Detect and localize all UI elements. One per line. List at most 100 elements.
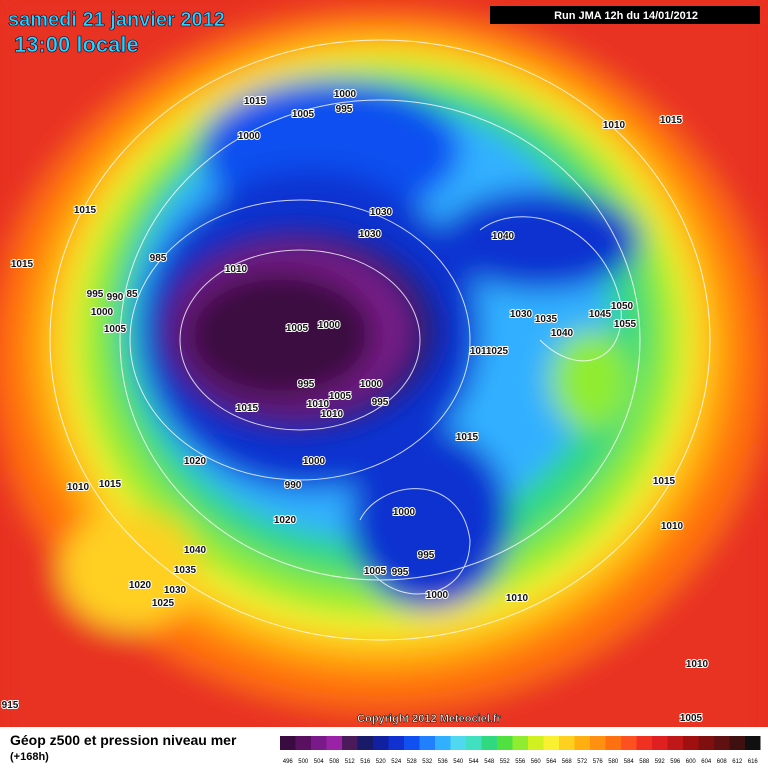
colorbar-label: 596	[670, 759, 681, 765]
isobar-label: 1000	[238, 131, 261, 142]
colorbar-swatch	[326, 736, 342, 750]
isobar-label: 1005	[680, 713, 703, 724]
colorbar-swatch	[652, 736, 668, 750]
colorbar-label: 496	[283, 759, 294, 765]
colorbar-swatch	[435, 736, 451, 750]
colorbar-swatch	[528, 736, 544, 750]
colorbar-label: 584	[624, 759, 635, 765]
colorbar-swatch	[404, 736, 420, 750]
colorbar-swatch	[512, 736, 528, 750]
colorbar-label: 612	[732, 759, 743, 765]
colorbar-swatch	[636, 736, 652, 750]
colorbar-label: 616	[748, 759, 759, 765]
colorbar-label: 560	[531, 759, 542, 765]
isobar-label: 1000	[318, 320, 341, 331]
isobar-label: 1005	[292, 109, 315, 120]
isobar-label: 1015	[653, 476, 676, 487]
isobar-label: 1020	[274, 515, 297, 526]
colorbar-swatch	[621, 736, 637, 750]
colorbar-label: 576	[593, 759, 604, 765]
footer-title: Géop z500 et pression niveau mer	[10, 732, 237, 748]
isobar-label: 1035	[535, 314, 558, 325]
colorbar-swatch	[497, 736, 513, 750]
isobar-label: 1015	[244, 96, 267, 107]
colorbar-label: 588	[639, 759, 650, 765]
colorbar-label: 556	[515, 759, 526, 765]
isobar-label: 1000	[334, 89, 357, 100]
colorbar-label: 504	[314, 759, 325, 765]
colorbar-swatch	[280, 736, 296, 750]
colorbar-swatch	[419, 736, 435, 750]
colorbar-label: 600	[686, 759, 697, 765]
colorbar-swatch	[466, 736, 482, 750]
colorbar-label: 528	[407, 759, 418, 765]
colorbar-label: 500	[298, 759, 309, 765]
colorbar-swatch	[590, 736, 606, 750]
isobar-label: 1020	[129, 580, 152, 591]
isobar-lines	[49, 39, 711, 641]
isobar-label: 1020	[184, 456, 207, 467]
isobar-label: 1015	[11, 259, 34, 270]
run-box	[490, 6, 760, 24]
colorbar-swatch	[373, 736, 389, 750]
isobar-label: 1010	[603, 120, 626, 131]
isobar-label: 1005	[364, 566, 387, 577]
isobar-label: 995	[418, 550, 435, 561]
colorbar-label: 608	[717, 759, 728, 765]
colorbar-swatch	[667, 736, 683, 750]
colorbar-swatch	[388, 736, 404, 750]
colorbar-label: 512	[345, 759, 356, 765]
colorbar-swatch	[714, 736, 730, 750]
colorbar-swatch	[729, 736, 745, 750]
copyright: Copyright 2012 Meteociel.fr	[357, 713, 501, 725]
isobar-label: 1025	[152, 598, 175, 609]
isobar-label: 995	[336, 104, 353, 115]
isobar-label: 1025	[486, 346, 509, 357]
colorbar-swatch	[559, 736, 575, 750]
isobar-label: 1000	[91, 307, 114, 318]
isobar-label: 1030	[370, 207, 393, 218]
colorbar-label: 580	[608, 759, 619, 765]
colorbar-label: 508	[329, 759, 340, 765]
isobar-label: 1045	[589, 309, 612, 320]
colorbar-label: 532	[422, 759, 433, 765]
isobar-label: 1010	[661, 521, 684, 532]
isobar-label: 1010	[67, 482, 90, 493]
isobar-label: 1010	[506, 593, 529, 604]
colorbar-swatch	[450, 736, 466, 750]
footer-lead: (+168h)	[10, 751, 49, 763]
isobar-label: 1040	[492, 231, 515, 242]
isobar-label: 85	[126, 289, 138, 300]
isobar-label: 1000	[360, 379, 383, 390]
isobar-label: 990	[285, 480, 302, 491]
colorbar-swatch	[574, 736, 590, 750]
time-title: 13:00 locale	[14, 32, 139, 57]
colorbar-swatch	[605, 736, 621, 750]
isobar-label: 1015	[99, 479, 122, 490]
colorbar-label: 568	[562, 759, 573, 765]
colorbar-label: 520	[376, 759, 387, 765]
isobar-label: 915	[2, 700, 19, 711]
isobar-label: 1005	[104, 324, 127, 335]
colorbar-label: 552	[500, 759, 511, 765]
isobar-label: 985	[150, 253, 167, 264]
isobar-label: 995	[298, 379, 315, 390]
isobar-label: 1010	[321, 409, 344, 420]
colorbar-swatch	[745, 736, 761, 750]
isobar-label: 1000	[426, 590, 449, 601]
colorbar-label: 572	[577, 759, 588, 765]
colorbar-label: 516	[360, 759, 371, 765]
isobar-label: 995	[87, 289, 104, 300]
isobar-label: 1015	[660, 115, 683, 126]
colorbar-swatch	[311, 736, 327, 750]
colorbar-label: 548	[484, 759, 495, 765]
isobar-label: 1010	[470, 346, 493, 357]
isobar-label: 1010	[307, 399, 330, 410]
isobar-label: 1040	[551, 328, 574, 339]
colorbar-swatch	[543, 736, 559, 750]
run-label: Run JMA 12h du 14/01/2012	[554, 10, 698, 22]
colorbar-swatch	[698, 736, 714, 750]
colorbar-label: 524	[391, 759, 402, 765]
